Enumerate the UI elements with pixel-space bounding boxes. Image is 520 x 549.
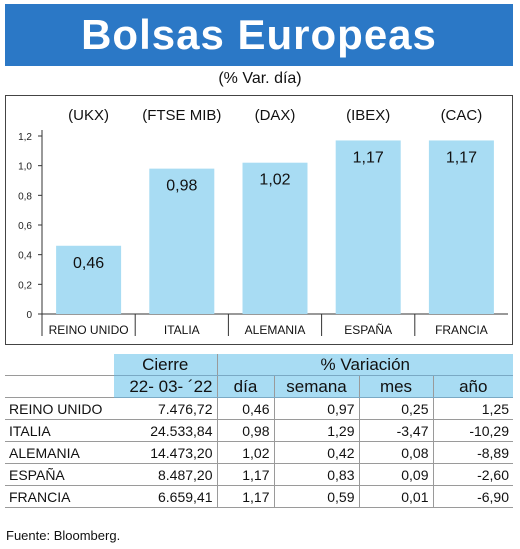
row-semana: 0,83: [273, 463, 359, 486]
x-tick-label: ITALIA: [164, 323, 200, 337]
row-country: ALEMANIA: [5, 441, 114, 464]
x-tick-label: ALEMANIA: [245, 323, 306, 337]
row-country: ITALIA: [5, 419, 114, 442]
bar: [149, 168, 215, 314]
bar-value-label: 1,02: [259, 172, 290, 189]
table-row: REINO UNIDO 7.476,72 0,46 0,97 0,25 1,25: [5, 397, 514, 420]
row-country: FRANCIA: [5, 485, 114, 508]
bar-value-label: 0,98: [166, 178, 197, 195]
page-title: Bolsas Europeas: [81, 11, 437, 58]
header-blank-cell: [5, 354, 114, 376]
row-mes: 0,25: [358, 397, 433, 420]
table-column-header-row: 22- 03- ´22 día semana mes año: [5, 375, 514, 398]
header-semana: semana: [273, 375, 359, 398]
bar-chart: 0 0,2 0,4 0,6 0,8 1,0 1,2 0,46 (UKX) REINO UNIDO 0…: [18, 107, 508, 337]
row-semana: 0,97: [273, 397, 359, 420]
header-fecha: 22- 03- ´22: [114, 375, 217, 398]
header-variacion: % Variación: [216, 354, 514, 376]
bar-value-label: 1,17: [353, 149, 384, 166]
row-semana: 0,59: [273, 485, 359, 508]
row-cierre: 6.659,41: [114, 485, 217, 508]
row-semana: 1,29: [273, 419, 359, 442]
table-row: ESPAÑA 8.487,20 1,17 0,83 0,09 -2,60: [5, 463, 514, 486]
header-dia: día: [216, 375, 274, 398]
bar: [335, 140, 401, 314]
row-ano: 1,25: [432, 397, 514, 420]
bar: [56, 245, 122, 314]
bar: [428, 140, 494, 314]
market-table: Cierre % Variación 22- 03- ´22 día seman…: [5, 354, 514, 508]
row-ano: -6,90: [432, 485, 514, 508]
x-tick-label: REINO UNIDO: [49, 323, 129, 337]
row-dia: 0,98: [216, 419, 274, 442]
header-ano: año: [432, 375, 514, 398]
index-label: (FTSE MIB): [142, 107, 221, 124]
y-tick-label: 1,2: [18, 132, 32, 143]
row-cierre: 14.473,20: [114, 441, 217, 464]
bar-value-label: 1,17: [446, 149, 477, 166]
bar-value-label: 0,46: [73, 255, 104, 272]
bar: [242, 162, 308, 314]
table-row: FRANCIA 6.659,41 1,17 0,59 0,01 -6,90: [5, 485, 514, 508]
row-country: ESPAÑA: [5, 463, 114, 486]
header-cierre: Cierre: [114, 354, 217, 376]
title-banner: Bolsas Europeas: [5, 4, 513, 66]
row-mes: 0,01: [358, 485, 433, 508]
row-dia: 1,02: [216, 441, 274, 464]
chart-frame: 0 0,2 0,4 0,6 0,8 1,0 1,2 0,46 (UKX) REINO UNIDO 0…: [5, 95, 513, 345]
row-cierre: 7.476,72: [114, 397, 217, 420]
y-tick-label: 0,8: [18, 191, 32, 202]
source-note: Fuente: Bloomberg.: [6, 528, 121, 543]
header-mes: mes: [358, 375, 433, 398]
index-label: (CAC): [441, 107, 483, 124]
x-tick-label: ESPAÑA: [344, 323, 392, 337]
row-country: REINO UNIDO: [5, 397, 114, 420]
row-ano: -2,60: [432, 463, 514, 486]
table-group-header-row: Cierre % Variación: [5, 354, 514, 376]
row-semana: 0,42: [273, 441, 359, 464]
table-row: ITALIA 24.533,84 0,98 1,29 -3,47 -10,29: [5, 419, 514, 442]
table-row: ALEMANIA 14.473,20 1,02 0,42 0,08 -8,89: [5, 441, 514, 464]
row-dia: 1,17: [216, 463, 274, 486]
row-cierre: 8.487,20: [114, 463, 217, 486]
y-tick-label: 0: [26, 310, 32, 321]
x-tick-label: FRANCIA: [435, 323, 488, 337]
index-label: (DAX): [255, 107, 296, 124]
index-label: (IBEX): [346, 107, 390, 124]
row-ano: -8,89: [432, 441, 514, 464]
index-label: (UKX): [68, 107, 109, 124]
y-tick-label: 0,2: [18, 280, 32, 291]
header-blank-cell: [5, 375, 114, 398]
row-mes: 0,09: [358, 463, 433, 486]
row-mes: -3,47: [358, 419, 433, 442]
row-dia: 1,17: [216, 485, 274, 508]
row-ano: -10,29: [432, 419, 514, 442]
row-mes: 0,08: [358, 441, 433, 464]
y-tick-label: 0,4: [18, 251, 32, 262]
row-cierre: 24.533,84: [114, 419, 217, 442]
y-tick-label: 1,0: [18, 162, 32, 173]
row-dia: 0,46: [216, 397, 274, 420]
y-tick-label: 0,6: [18, 221, 32, 232]
chart-subtitle: (% Var. día): [218, 70, 302, 87]
